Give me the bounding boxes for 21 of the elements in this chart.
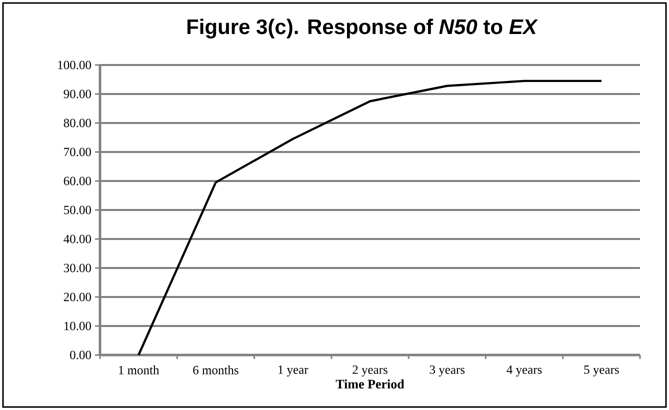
chart-title: Figure 3(c). Response of N50 to EX [187, 18, 538, 38]
y-tick-label: 100.00 [58, 60, 91, 70]
y-tick-label: 10.00 [64, 322, 91, 330]
x-tick-label: 4 years [506, 366, 542, 376]
line-series [137, 80, 603, 356]
x-tick-label: 3 years [430, 366, 465, 377]
y-tick-label: 0.00 [70, 350, 91, 360]
x-axis-title: Time Period [336, 379, 404, 389]
x-tick-label: 5 years [584, 366, 619, 376]
y-tick-label: 20.00 [64, 292, 91, 302]
x-tick-label: 6 months [193, 366, 238, 374]
y-tick-label: 40.00 [64, 234, 91, 244]
x-tick-label: 2 years [352, 366, 388, 377]
y-tick-label: 80.00 [64, 118, 91, 128]
y-tick-label: 90.00 [64, 90, 91, 98]
x-tick-label: 1 year [278, 366, 308, 376]
y-tick-label: 30.00 [64, 264, 91, 272]
y-tick-label: 50.00 [64, 206, 91, 214]
x-tick-label: 1 month [119, 366, 160, 374]
y-tick-label: 60.00 [64, 176, 91, 186]
y-tick-label: 70.00 [64, 148, 91, 156]
